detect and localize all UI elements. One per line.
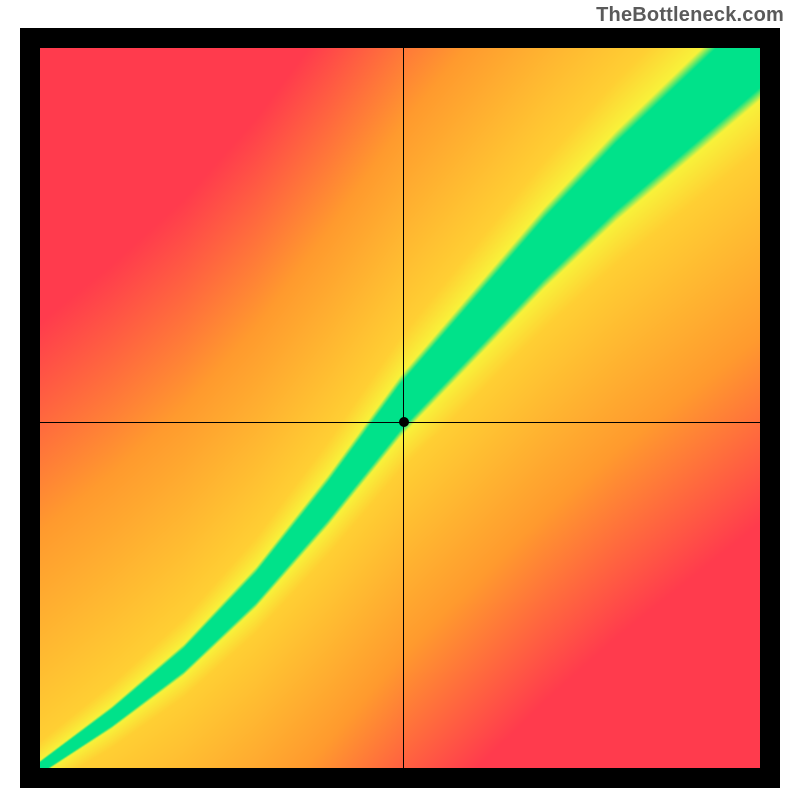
bottleneck-heatmap [40, 48, 760, 768]
selection-marker [399, 417, 409, 427]
plot-frame [20, 28, 780, 788]
chart-container: TheBottleneck.com [0, 0, 800, 800]
watermark-text: TheBottleneck.com [596, 4, 784, 27]
crosshair-vertical [403, 48, 404, 768]
